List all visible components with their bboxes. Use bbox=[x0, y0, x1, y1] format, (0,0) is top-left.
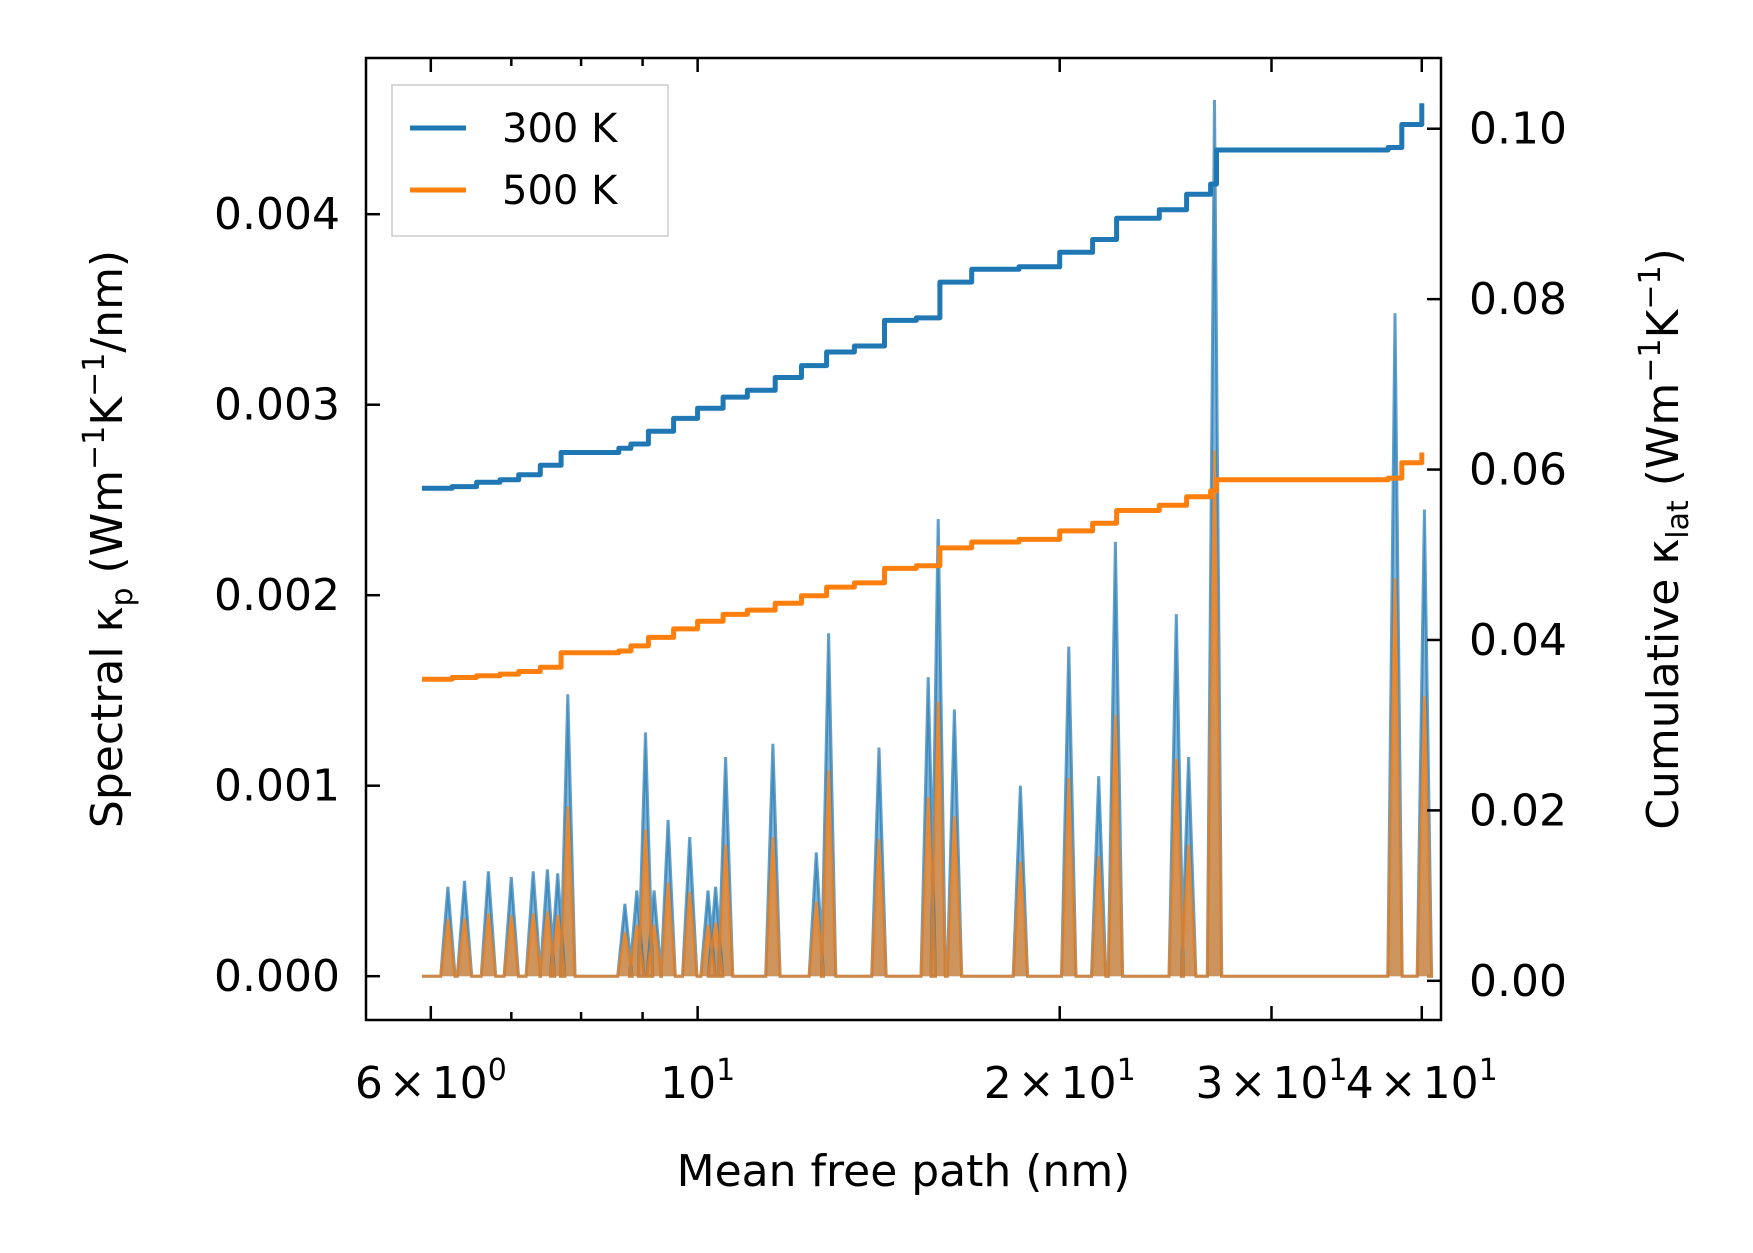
spectral-fill-500k bbox=[422, 450, 1432, 977]
x-tick-label: 4 × 101 bbox=[1346, 1053, 1498, 1109]
y-left-tick-label: 0.004 bbox=[214, 189, 340, 240]
y-left-tick-label: 0.000 bbox=[214, 951, 340, 1002]
cumulative-lines bbox=[422, 103, 1425, 682]
cumulative-line-500k bbox=[422, 452, 1425, 682]
x-tick-label: 101 bbox=[660, 1053, 735, 1109]
spectral-lines bbox=[422, 99, 1434, 978]
legend-label: 300 K bbox=[502, 106, 619, 152]
x-axis-label: Mean free path (nm) bbox=[677, 1146, 1131, 1197]
y-right-tick-label: 0.04 bbox=[1469, 615, 1567, 666]
y-left-tick-label: 0.003 bbox=[214, 380, 340, 431]
legend-box bbox=[391, 84, 669, 237]
ticks bbox=[366, 58, 1441, 1020]
y-left-tick-label: 0.001 bbox=[214, 761, 340, 812]
y-left-axis-label: Spectral κp (Wm−1K−1/nm) bbox=[77, 250, 140, 828]
axes bbox=[364, 56, 1443, 1022]
cumulative-line-300k bbox=[422, 103, 1425, 491]
x-tick-label: 2 × 101 bbox=[984, 1053, 1136, 1109]
y-right-axis-label: Cumulative κlat (Wm−1K−1) bbox=[1633, 248, 1696, 830]
x-tick-label: 3 × 101 bbox=[1196, 1053, 1348, 1109]
plot-frame bbox=[364, 56, 1443, 1022]
y-left-tick-label: 0.002 bbox=[214, 570, 340, 621]
legend: 300 K 500 K bbox=[391, 84, 669, 237]
y-right-tick-label: 0.06 bbox=[1469, 445, 1567, 496]
legend-label: 500 K bbox=[502, 168, 619, 214]
y-right-tick-label: 0.10 bbox=[1469, 104, 1567, 155]
x-tick-label: 6 × 100 bbox=[355, 1053, 507, 1109]
y-right-tick-label: 0.00 bbox=[1469, 956, 1567, 1007]
y-right-tick-label: 0.02 bbox=[1469, 785, 1567, 836]
y-right-tick-label: 0.08 bbox=[1469, 274, 1567, 325]
